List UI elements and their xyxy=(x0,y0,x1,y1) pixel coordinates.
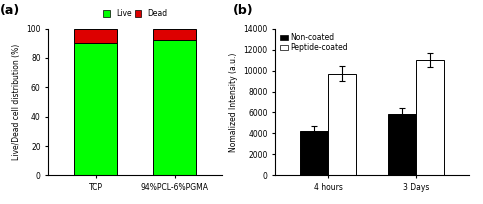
Y-axis label: Live/Dead cell distribution (%): Live/Dead cell distribution (%) xyxy=(12,44,21,160)
Bar xyxy=(300,131,328,175)
Text: (a): (a) xyxy=(0,4,20,17)
Bar xyxy=(416,60,444,175)
Legend: Non-coated, Peptide-coated: Non-coated, Peptide-coated xyxy=(279,32,349,53)
Text: (b): (b) xyxy=(233,4,254,17)
Legend: Live, Dead: Live, Dead xyxy=(100,6,170,21)
Bar xyxy=(74,29,117,43)
Y-axis label: Nomalized Intensity (a.u.): Nomalized Intensity (a.u.) xyxy=(229,52,238,152)
Bar xyxy=(388,114,416,175)
Bar xyxy=(153,29,197,40)
Bar xyxy=(328,74,356,175)
Bar xyxy=(153,40,197,175)
Bar xyxy=(74,43,117,175)
